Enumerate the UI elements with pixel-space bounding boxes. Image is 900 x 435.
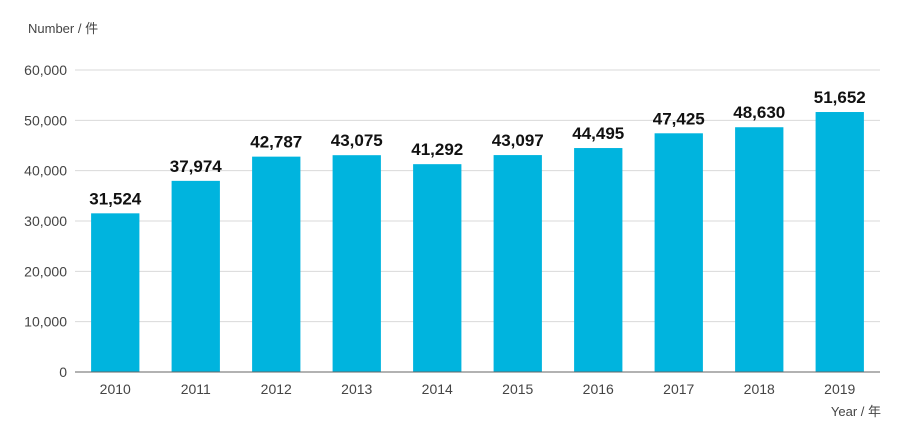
value-label: 41,292 bbox=[411, 140, 463, 159]
y-tick-label: 0 bbox=[59, 364, 67, 380]
x-axis-label: Year / 年 bbox=[831, 404, 881, 419]
y-tick-label: 40,000 bbox=[24, 163, 67, 179]
x-tick-label: 2012 bbox=[261, 381, 292, 397]
x-tick-label: 2015 bbox=[502, 381, 533, 397]
value-label: 48,630 bbox=[733, 103, 785, 122]
x-tick-label: 2019 bbox=[824, 381, 855, 397]
x-tick-label: 2011 bbox=[181, 381, 211, 397]
x-tick-label: 2016 bbox=[583, 381, 614, 397]
bar-2014 bbox=[413, 164, 462, 372]
bar-2017 bbox=[654, 133, 703, 372]
value-label: 42,787 bbox=[250, 133, 302, 152]
y-tick-label: 30,000 bbox=[24, 213, 67, 229]
bar-2019 bbox=[815, 112, 864, 373]
y-axis-label: Number / 件 bbox=[28, 21, 98, 36]
bars bbox=[91, 112, 864, 373]
x-tick-label: 2013 bbox=[341, 381, 372, 397]
y-axis-ticks: 0 10,000 20,000 30,000 40,000 50,000 60,000 bbox=[24, 62, 67, 380]
value-label: 37,974 bbox=[170, 157, 223, 176]
bar-2016 bbox=[574, 148, 623, 372]
value-label: 44,495 bbox=[572, 124, 624, 143]
value-label: 51,652 bbox=[814, 88, 866, 107]
value-labels: 31,524 37,974 42,787 43,075 41,292 43,097 44,4… bbox=[89, 88, 866, 208]
bar-2015 bbox=[493, 155, 542, 372]
value-label: 43,075 bbox=[331, 131, 383, 150]
x-tick-label: 2017 bbox=[663, 381, 694, 397]
bar-2010 bbox=[91, 213, 140, 372]
value-label: 31,524 bbox=[89, 189, 142, 208]
x-tick-label: 2014 bbox=[422, 381, 453, 397]
x-tick-label: 2018 bbox=[744, 381, 775, 397]
y-tick-label: 20,000 bbox=[24, 263, 67, 279]
bar-2012 bbox=[252, 156, 301, 372]
x-tick-label: 2010 bbox=[100, 381, 131, 397]
x-axis-ticks: 2010 2011 2012 2013 2014 2015 2016 2017 2018 2019 bbox=[100, 381, 856, 397]
value-label: 47,425 bbox=[653, 109, 705, 128]
y-tick-label: 10,000 bbox=[24, 314, 67, 330]
bar-2011 bbox=[171, 180, 220, 372]
y-tick-label: 50,000 bbox=[24, 112, 67, 128]
bar-2013 bbox=[332, 155, 381, 372]
bar-2018 bbox=[735, 127, 784, 372]
value-label: 43,097 bbox=[492, 131, 544, 150]
y-tick-label: 60,000 bbox=[24, 62, 67, 78]
